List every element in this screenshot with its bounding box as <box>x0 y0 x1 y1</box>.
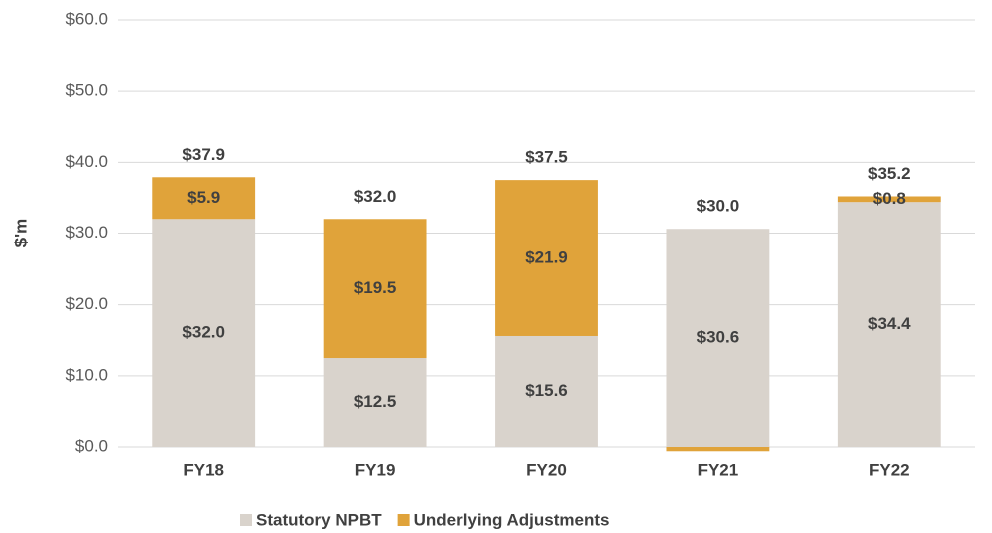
legend-swatch <box>397 514 410 526</box>
total-label: $37.5 <box>525 148 568 167</box>
legend-label: Underlying Adjustments <box>414 510 610 529</box>
x-tick-label: FY22 <box>869 460 910 479</box>
bar-segment <box>323 358 427 447</box>
y-tick-label: $50.0 <box>65 81 108 100</box>
data-label: $5.9 <box>187 188 220 207</box>
total-label: $32.0 <box>354 187 397 206</box>
data-label: $0.8 <box>873 189 906 208</box>
data-label: $19.5 <box>354 278 397 297</box>
y-tick-label: $30.0 <box>65 223 108 242</box>
data-label: $30.6 <box>697 328 740 347</box>
bar-segment <box>495 180 598 336</box>
data-label: $15.6 <box>525 381 568 400</box>
x-tick-label: FY20 <box>526 460 567 479</box>
legend-swatch <box>240 514 252 526</box>
y-tick-label: $0.0 <box>75 436 108 455</box>
bar-segment <box>152 177 256 220</box>
data-label: $21.9 <box>525 248 568 267</box>
y-tick-label: $60.0 <box>65 9 108 28</box>
total-label: $30.0 <box>697 197 740 216</box>
data-label: $34.4 <box>868 314 911 333</box>
bar-segment <box>666 229 770 447</box>
data-label: $32.0 <box>182 323 225 342</box>
x-tick-label: FY18 <box>183 460 224 479</box>
bar-segment <box>323 219 427 359</box>
bar-segment <box>837 202 941 447</box>
bar-segment <box>666 447 770 452</box>
data-label: $12.5 <box>354 392 397 411</box>
x-tick-label: FY19 <box>355 460 396 479</box>
bar-segment <box>837 196 941 203</box>
y-axis-title: $'m <box>11 219 30 248</box>
total-label: $37.9 <box>182 145 225 164</box>
y-tick-label: $10.0 <box>65 365 108 384</box>
total-label: $35.2 <box>868 164 911 183</box>
legend-label: Statutory NPBT <box>256 510 382 529</box>
y-tick-label: $40.0 <box>65 152 108 171</box>
bar-segment <box>152 219 256 447</box>
y-tick-label: $20.0 <box>65 294 108 313</box>
x-tick-label: FY21 <box>698 460 739 479</box>
bar-segment <box>495 335 598 447</box>
